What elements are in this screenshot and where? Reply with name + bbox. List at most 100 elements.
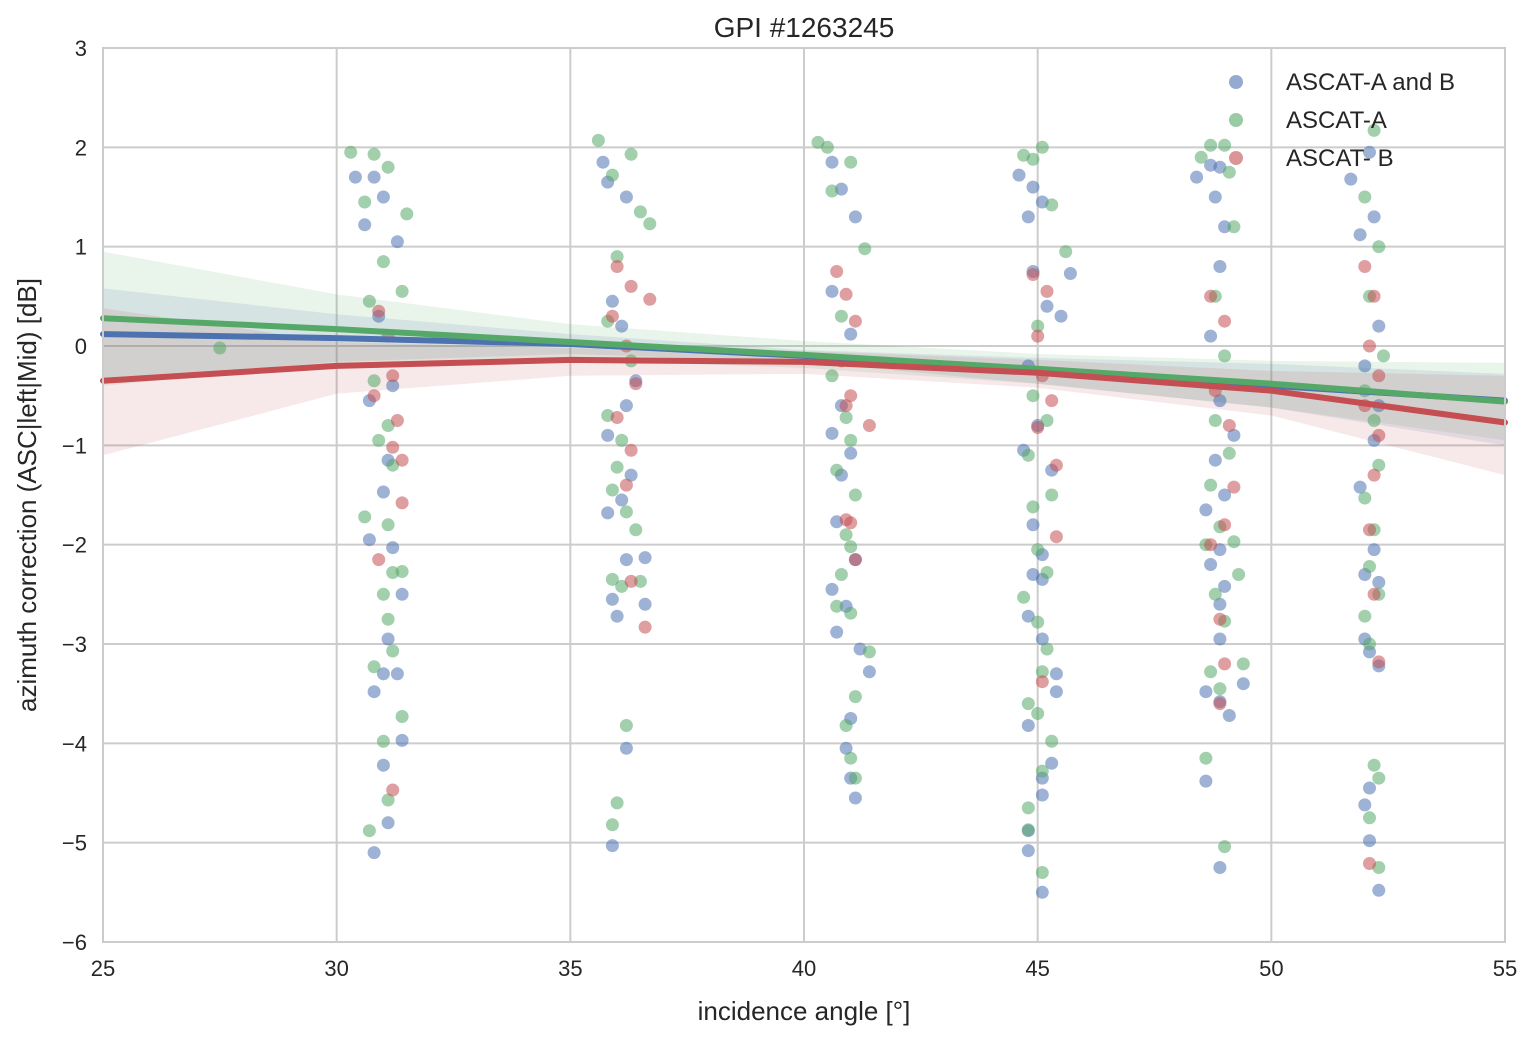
scatter-point-series-1 [1031, 707, 1045, 720]
scatter-point-series-1 [1204, 138, 1218, 152]
legend-marker-series-0 [1229, 75, 1243, 89]
scatter-points [213, 123, 1390, 899]
scatter-point-series-0 [1040, 299, 1054, 313]
scatter-point-series-0 [1372, 883, 1386, 897]
scatter-point-series-1 [381, 160, 395, 174]
scatter-point-series-1 [848, 690, 862, 704]
scatter-point-series-1 [1031, 319, 1045, 333]
scatter-point-series-1 [386, 566, 400, 579]
scatter-point-series-1 [839, 719, 853, 732]
scatter-point-series-2 [862, 419, 876, 432]
scatter-point-series-2 [848, 314, 862, 328]
scatter-point-series-0 [1213, 597, 1227, 611]
scatter-point-series-2 [1040, 284, 1054, 298]
scatter-point-series-1 [1358, 609, 1372, 623]
scatter-point-series-0 [1367, 543, 1381, 557]
scatter-point-series-0 [848, 210, 862, 224]
scatter-point-series-0 [619, 741, 633, 755]
scatter-point-series-1 [372, 433, 386, 447]
scatter-point-series-1 [633, 574, 647, 588]
trend-line-series-1 [100, 315, 1508, 405]
scatter-point-series-0 [376, 190, 390, 204]
scatter-point-series-2 [1045, 394, 1059, 408]
scatter-point-series-1 [1218, 349, 1232, 363]
scatter-point-series-0 [844, 446, 858, 460]
scatter-point-series-0 [1344, 172, 1358, 186]
scatter-point-series-1 [381, 612, 395, 626]
scatter-point-series-0 [1353, 228, 1367, 242]
scatter-point-series-2 [848, 553, 862, 567]
scatter-point-series-1 [633, 205, 647, 219]
scatter-point-series-2 [1218, 657, 1232, 671]
scatter-point-series-1 [376, 255, 390, 269]
scatter-point-series-1 [839, 528, 853, 542]
scatter-point-series-1 [1372, 771, 1386, 785]
scatter-point-series-0 [605, 294, 619, 308]
scatter-point-series-1 [1194, 150, 1208, 164]
legend-marker-series-1 [1229, 113, 1243, 127]
scatter-point-series-1 [862, 645, 876, 659]
scatter-point-series-1 [605, 483, 619, 497]
scatter-point-series-2 [395, 453, 409, 467]
scatter-point-series-1 [1045, 488, 1059, 502]
scatter-point-series-0 [1035, 788, 1049, 802]
scatter-point-series-1 [834, 568, 848, 581]
scatter-point-series-1 [1045, 734, 1059, 748]
scatter-point-series-1 [344, 145, 358, 159]
scatter-point-series-2 [367, 389, 381, 403]
scatter-point-series-2 [1218, 314, 1232, 328]
scatter-point-series-1 [844, 540, 858, 554]
scatter-point-series-1 [1208, 414, 1222, 427]
scatter-point-series-1 [624, 147, 638, 161]
scatter-point-series-0 [1199, 774, 1213, 788]
scatter-point-series-2 [1031, 421, 1045, 434]
scatter-point-series-2 [1222, 419, 1236, 432]
scatter-point-series-2 [1363, 523, 1376, 537]
scatter-point-series-1 [844, 155, 858, 169]
scatter-point-series-0 [619, 399, 633, 413]
scatter-point-series-1 [834, 309, 848, 323]
scatter-point-series-1 [1358, 491, 1372, 505]
scatter-point-series-2 [610, 260, 624, 273]
y-tick-label: −3 [62, 632, 87, 657]
scatter-point-series-1 [1021, 448, 1035, 462]
scatter-point-series-0 [1227, 428, 1241, 442]
scatter-point-series-0 [1213, 260, 1227, 273]
scatter-point-series-1 [605, 572, 619, 586]
scatter-point-series-1 [1026, 152, 1040, 166]
scatter-point-series-1 [1377, 349, 1390, 363]
scatter-point-series-1 [1045, 198, 1059, 212]
scatter-point-series-0 [825, 155, 839, 169]
chart-title: GPI #1263245 [714, 12, 895, 43]
confidence-band-0 [103, 288, 1505, 446]
x-tick-label: 45 [1025, 956, 1049, 981]
scatter-point-series-1 [643, 217, 657, 231]
trend-line-series-2 [100, 356, 1508, 426]
scatter-point-series-0 [362, 533, 376, 547]
scatter-point-series-1 [844, 606, 858, 620]
scatter-point-series-0 [1049, 667, 1063, 681]
scatter-point-series-0 [619, 190, 633, 204]
scatter-point-series-0 [1054, 309, 1068, 323]
scatter-point-series-0 [638, 551, 652, 565]
scatter-point-series-1 [1372, 240, 1386, 254]
scatter-point-series-2 [1363, 339, 1376, 353]
scatter-point-series-0 [1367, 210, 1381, 224]
scatter-point-series-1 [1218, 138, 1232, 152]
scatter-point-series-0 [1213, 861, 1227, 874]
scatter-point-series-2 [1358, 260, 1372, 273]
scatter-point-series-2 [386, 440, 400, 454]
scatter-point-series-1 [820, 140, 834, 154]
scatter-point-series-1 [830, 599, 844, 613]
scatter-point-series-1 [1204, 665, 1218, 679]
confidence-band-2 [103, 308, 1505, 476]
grid [102, 47, 1506, 943]
scatter-point-series-1 [1026, 389, 1040, 403]
scatter-point-series-2 [386, 783, 400, 797]
scatter-point-series-1 [358, 195, 372, 209]
legend-label-series-2: ASCAT- B [1286, 145, 1394, 172]
scatter-point-series-1 [1222, 446, 1236, 460]
scatter-point-series-0 [1049, 685, 1063, 699]
scatter-point-series-2 [1372, 369, 1386, 383]
